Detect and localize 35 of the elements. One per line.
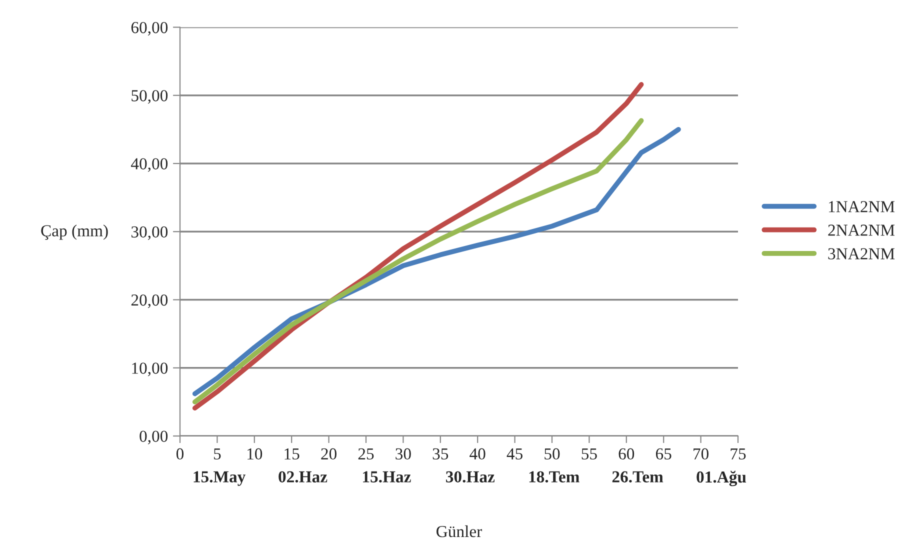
- text: 02.Haz: [278, 471, 328, 483]
- legend-label: 1NA2NM: [828, 201, 895, 212]
- x-tick-label: 15: [284, 448, 300, 460]
- y-tick-label: 10,00: [132, 362, 168, 376]
- y-tick-label: 50,00: [132, 90, 168, 104]
- x-tick-label: 40: [470, 448, 486, 460]
- x-tick-label: 75: [730, 448, 746, 460]
- x-tick-label: 35: [432, 448, 448, 460]
- x-tick-label: 50: [544, 448, 560, 460]
- x-tick-label: 70: [694, 448, 708, 460]
- x-tick-label: 65: [656, 448, 672, 460]
- text: 15.May: [194, 471, 246, 486]
- legend-label: 2NA2NM: [828, 224, 895, 236]
- x-tick-label: 20: [321, 448, 336, 460]
- text: 18.Tem: [529, 471, 580, 483]
- x-tick-label: 5: [214, 448, 221, 460]
- x-axis-title: Günler: [436, 525, 482, 538]
- x-tick-label: 45: [506, 448, 522, 460]
- y-tick-label: 60,00: [131, 22, 168, 36]
- x-tick-label: 0: [176, 448, 184, 460]
- text: 15.Haz: [363, 471, 411, 483]
- x-tick-label: 60: [618, 448, 634, 460]
- x-tick-label: 25: [358, 448, 374, 460]
- x-tick-label: 10: [248, 448, 262, 460]
- text: 26.Tem: [612, 471, 664, 483]
- text: 30.Haz: [446, 471, 495, 483]
- y-axis-title: Çap (mm): [41, 224, 108, 240]
- x-tick-label: 55: [582, 448, 597, 460]
- y-tick-label: 20,00: [131, 294, 168, 308]
- legend-label: 3NA2NM: [828, 248, 895, 260]
- x-tick-label: 30: [396, 448, 411, 460]
- y-tick-label: 0,00: [140, 430, 168, 444]
- y-tick-label: 40,00: [131, 158, 168, 172]
- y-tick-label: 30,00: [131, 226, 168, 240]
- text: 01.Ağu: [696, 470, 746, 486]
